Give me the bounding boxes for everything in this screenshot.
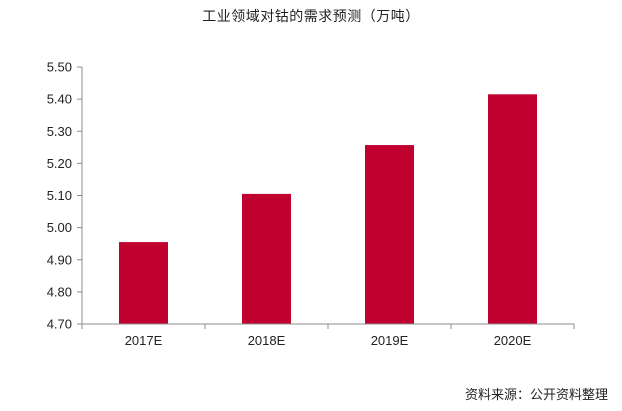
x-axis-labels: 2017E 2018E 2019E 2020E (125, 333, 532, 348)
y-tick-label: 5.50 (47, 60, 72, 75)
y-axis-ticks: 4.70 4.80 4.90 5.00 5.10 5.20 5.30 5.40 5.50 (47, 60, 82, 332)
x-tick-label: 2017E (125, 333, 163, 348)
bar-2019E (365, 145, 414, 324)
x-tick-label: 2020E (494, 333, 532, 348)
y-tick-label: 5.20 (47, 156, 72, 171)
y-tick-label: 4.70 (47, 317, 72, 332)
y-tick-label: 5.40 (47, 92, 72, 107)
bar-2017E (119, 242, 168, 324)
chart-title: 工业领域对钴的需求预测（万吨） (202, 9, 420, 25)
axes (81, 67, 575, 329)
y-tick-label: 5.10 (47, 188, 72, 203)
x-tick-label: 2019E (371, 333, 409, 348)
x-tick-label: 2018E (248, 333, 286, 348)
bars (119, 94, 537, 325)
bar-2020E (488, 94, 537, 325)
y-tick-label: 4.80 (47, 284, 72, 299)
bar-2018E (242, 193, 291, 324)
y-tick-label: 4.90 (47, 252, 72, 267)
source-note: 资料来源：公开资料整理 (464, 388, 608, 403)
y-tick-label: 5.30 (47, 124, 72, 139)
y-tick-label: 5.00 (47, 220, 72, 235)
